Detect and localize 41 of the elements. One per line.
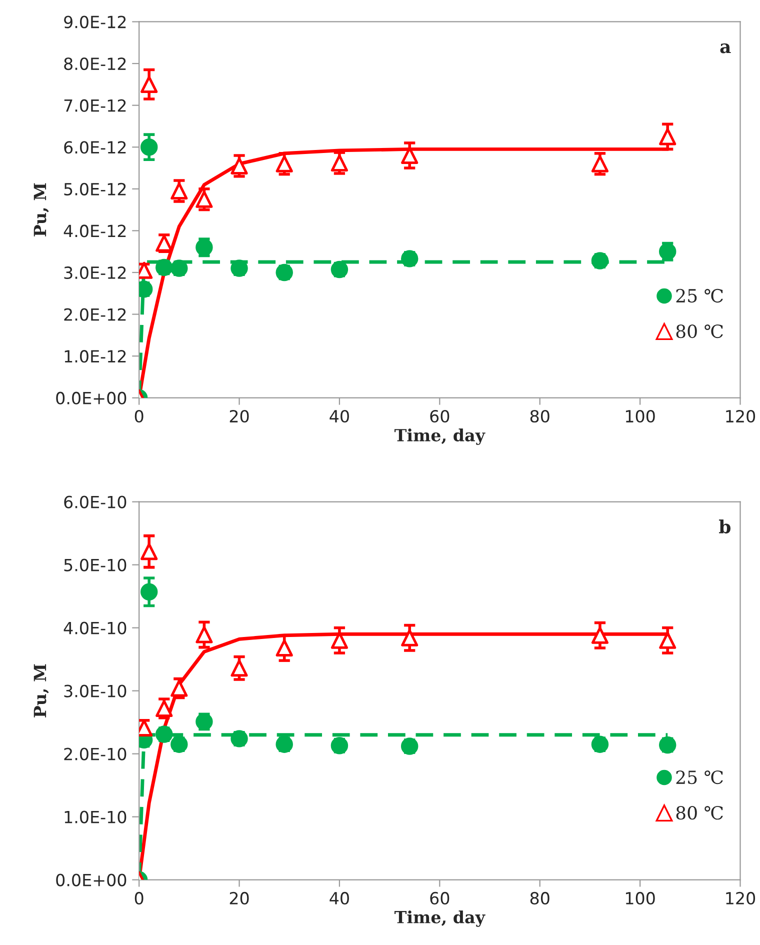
- x-tick-label: 40: [330, 410, 349, 423]
- x-tick-label: 60: [430, 892, 450, 904]
- y-tick-label: 5.0E-12: [64, 182, 126, 196]
- annotation: b: [719, 520, 730, 534]
- y-tick-label: 5.0E-10: [64, 558, 126, 572]
- legend-label: 25 ℃: [676, 288, 723, 303]
- x-tick-label: 80: [530, 892, 550, 904]
- y-tick-label: 2.0E-10: [64, 748, 126, 760]
- annotation: a: [720, 43, 731, 54]
- x-tick-label: 120: [726, 892, 756, 904]
- y-axis-title: Pu, M: [34, 183, 49, 236]
- y-tick-label: 4.0E-10: [64, 622, 126, 634]
- x-tick-label: 20: [230, 410, 249, 423]
- y-tick-label: 9.0E-12: [64, 16, 126, 28]
- y-tick-label: 6.0E-10: [64, 496, 126, 508]
- legend-label: 25 ℃: [676, 770, 723, 784]
- y-tick-label: 6.0E-12: [64, 141, 126, 154]
- y-tick-label: 8.0E-12: [64, 57, 126, 70]
- x-tick-label: 40: [330, 892, 349, 904]
- x-tick-label: 20: [230, 892, 249, 904]
- legend-label: 80 ℃: [676, 324, 723, 338]
- x-tick-label: 100: [626, 892, 655, 904]
- x-axis-title: Time, day: [394, 910, 486, 927]
- y-tick-label: 1.0E-10: [64, 810, 126, 824]
- x-tick-label: 120: [726, 410, 756, 423]
- x-tick-label: 80: [530, 410, 550, 423]
- y-tick-label: 7.0E-12: [64, 99, 126, 112]
- y-tick-label: 0.0E+00: [56, 392, 126, 404]
- x-tick-label: 0: [134, 892, 144, 904]
- y-tick-label: 3.0E-10: [64, 684, 126, 698]
- y-tick-label: 4.0E-12: [64, 224, 126, 238]
- x-tick-label: 0: [134, 410, 144, 423]
- x-axis-title: Time, day: [394, 428, 486, 445]
- y-tick-label: 3.0E-12: [64, 266, 126, 280]
- y-tick-label: 2.0E-12: [64, 308, 126, 321]
- legend-label: 80 ℃: [676, 806, 723, 820]
- y-tick-label: 0.0E+00: [56, 874, 126, 886]
- y-axis-title: Pu, M: [34, 664, 49, 718]
- x-tick-label: 60: [430, 410, 450, 423]
- x-tick-label: 100: [626, 410, 655, 423]
- y-tick-label: 1.0E-12: [64, 350, 126, 363]
